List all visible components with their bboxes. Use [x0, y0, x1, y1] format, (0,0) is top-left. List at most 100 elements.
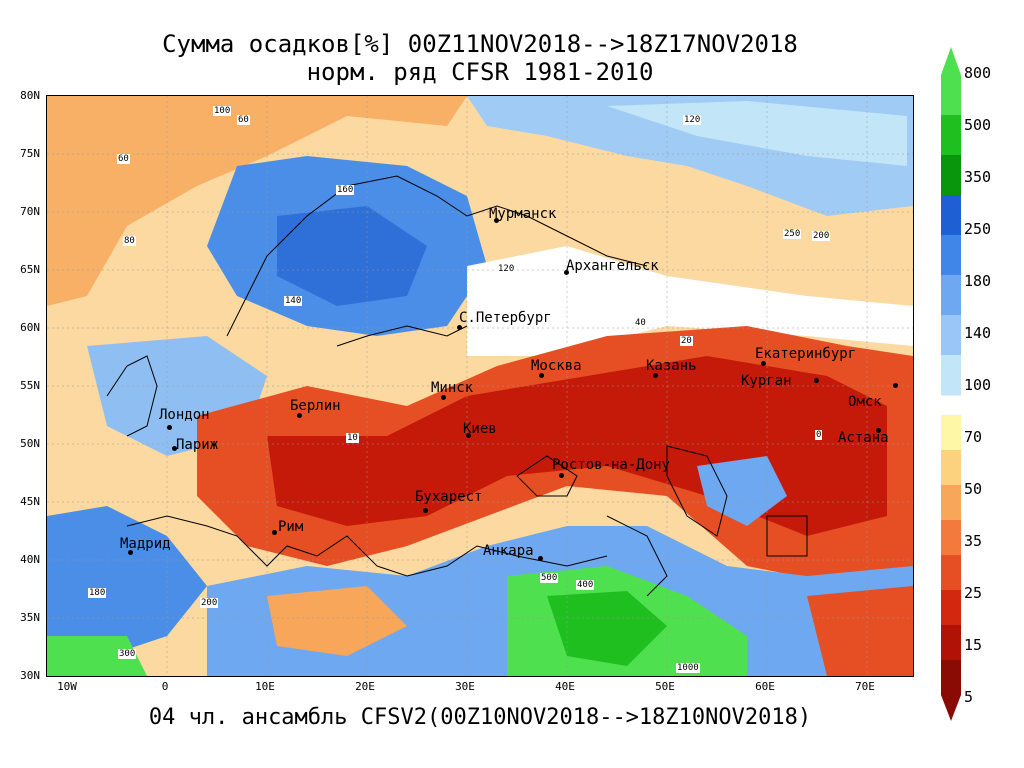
- colorbar-bottom-arrow: [941, 695, 961, 721]
- colorbar-swatch: [941, 195, 961, 236]
- contour-label: 0: [815, 430, 823, 440]
- city-label: Лондон: [159, 407, 210, 423]
- contour-label: 200: [200, 598, 219, 608]
- region-med-orange: [267, 586, 407, 656]
- contour-label: 100: [213, 106, 232, 116]
- lat-label: 55N: [20, 379, 40, 392]
- contour-label: 120: [497, 264, 516, 274]
- city-label: Екатеринбург: [755, 346, 857, 362]
- map-title: Сумма осадков[%] 00Z11NOV2018-->18Z17NOV…: [162, 30, 798, 58]
- colorbar-swatch: [941, 155, 961, 196]
- region-green-core: [547, 591, 667, 666]
- colorbar-label: 800: [964, 64, 992, 82]
- lon-label: 40E: [555, 680, 575, 693]
- city-label: Архангельск: [566, 258, 659, 274]
- city-label: Анкара: [483, 543, 534, 559]
- city-label: Бухарест: [415, 489, 483, 505]
- coastlines: [106, 175, 808, 597]
- colorbar-label: 500: [964, 116, 992, 134]
- city-label: Ростов-на-Дону: [552, 457, 671, 473]
- lon-label: 10W: [57, 680, 77, 693]
- graticule: [47, 96, 913, 676]
- colorbar-label: 140: [964, 324, 992, 342]
- colorbar-label: 5: [964, 688, 974, 706]
- colorbar-swatch: [941, 660, 961, 696]
- colorbar-label: 100: [964, 376, 992, 394]
- city-label: Париж: [176, 437, 219, 453]
- contour-label: 60: [237, 115, 250, 125]
- city-label: Рим: [278, 519, 304, 535]
- colorbar-top-arrow: [941, 47, 961, 75]
- colorbar-label: 350: [964, 168, 992, 186]
- lat-label: 30N: [20, 669, 40, 682]
- colorbar-swatch: [941, 520, 961, 556]
- city-label: Казань: [646, 358, 697, 374]
- colorbar-swatch: [941, 450, 961, 486]
- region-scandinavia-core: [277, 206, 427, 306]
- region-iberia-blue: [47, 506, 207, 656]
- color-bar: [941, 47, 961, 721]
- contour-label: 20: [680, 336, 693, 346]
- contour-label: 300: [118, 649, 137, 659]
- colorbar-swatch: [941, 415, 961, 451]
- lon-label: 30E: [455, 680, 475, 693]
- contour-label: 180: [88, 588, 107, 598]
- city-label: Мадрид: [120, 536, 171, 552]
- colorbar-swatch: [941, 625, 961, 661]
- region-atlantic-north: [47, 96, 467, 306]
- lon-label: 10E: [255, 680, 275, 693]
- city-label: Минск: [431, 380, 474, 396]
- colorbar-swatch: [941, 355, 961, 396]
- colorbar-label: 180: [964, 272, 992, 290]
- colorbar-label: 25: [964, 584, 983, 602]
- lon-label: 50E: [655, 680, 675, 693]
- lat-label: 40N: [20, 553, 40, 566]
- colorbar-swatch: [941, 115, 961, 156]
- region-africa-green: [47, 636, 147, 676]
- lat-label: 60N: [20, 321, 40, 334]
- map-subtitle: норм. ряд CFSR 1981-2010: [306, 58, 654, 86]
- contour-label: 1000: [676, 663, 700, 673]
- colorbar-swatch: [941, 590, 961, 626]
- region-se-red: [807, 586, 913, 676]
- colorbar-swatch: [941, 555, 961, 591]
- lat-label: 70N: [20, 205, 40, 218]
- lon-label: 70E: [855, 680, 875, 693]
- contour-label: 200: [812, 231, 831, 241]
- region-arctic-pale: [607, 101, 907, 166]
- colorbar-swatch: [941, 485, 961, 521]
- lat-label: 75N: [20, 147, 40, 160]
- colorbar-swatch: [941, 315, 961, 356]
- city-label: С.Петербург: [459, 310, 552, 326]
- contour-label: 40: [634, 318, 647, 328]
- contour-label: 60: [117, 154, 130, 164]
- lat-label: 65N: [20, 263, 40, 276]
- city-label: Берлин: [290, 398, 341, 414]
- colorbar-label: 50: [964, 480, 983, 498]
- contour-label: 160: [336, 185, 355, 195]
- city-label: Мурманск: [489, 206, 557, 222]
- city-label: Омск: [848, 394, 882, 410]
- colorbar-label: 15: [964, 636, 983, 654]
- contour-label: 10: [346, 433, 359, 443]
- contour-label: 500: [540, 573, 559, 583]
- lat-label: 50N: [20, 437, 40, 450]
- region-kazakh-pocket: [697, 456, 787, 526]
- model-caption: 04 чл. ансамбль CFSV2(00Z10NOV2018-->18Z…: [148, 705, 812, 730]
- lon-label: 0: [161, 680, 169, 693]
- city-label: Москва: [531, 358, 582, 374]
- contour-label: 140: [284, 296, 303, 306]
- precipitation-map: [46, 95, 914, 677]
- map-fields: [47, 96, 913, 676]
- colorbar-swatch: [941, 75, 961, 116]
- contour-label: 120: [683, 115, 702, 125]
- contour-label: 80: [123, 236, 136, 246]
- colorbar-swatch: [941, 235, 961, 276]
- city-label: Астана: [838, 430, 889, 446]
- lon-label: 20E: [355, 680, 375, 693]
- colorbar-label: 250: [964, 220, 992, 238]
- lat-label: 80N: [20, 89, 40, 102]
- colorbar-label: 70: [964, 428, 983, 446]
- colorbar-swatch: [941, 275, 961, 316]
- contour-label: 400: [576, 580, 595, 590]
